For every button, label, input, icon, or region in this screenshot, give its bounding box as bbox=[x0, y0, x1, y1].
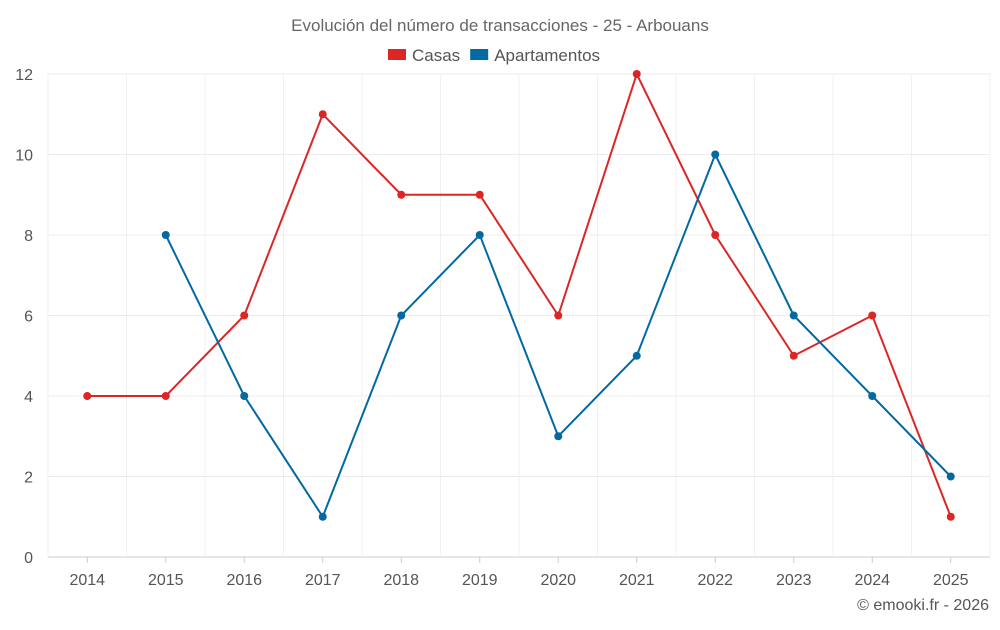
data-point-apartamentos bbox=[240, 392, 249, 400]
grid bbox=[47, 73, 991, 558]
data-point-casas bbox=[632, 70, 641, 78]
data-point-casas bbox=[83, 392, 92, 400]
x-tick-label: 2024 bbox=[854, 572, 890, 589]
data-point-casas bbox=[711, 231, 720, 239]
y-tick-label: 2 bbox=[24, 470, 33, 487]
legend-swatch-apartamentos bbox=[470, 49, 489, 60]
data-point-apartamentos bbox=[475, 231, 484, 239]
y-tick-label: 10 bbox=[15, 148, 33, 165]
y-tick-label: 6 bbox=[24, 309, 33, 326]
x-tick-label: 2023 bbox=[776, 572, 812, 589]
chart-title: Evolución del número de transacciones - … bbox=[291, 16, 709, 35]
x-tick-label: 2019 bbox=[462, 572, 498, 589]
data-point-apartamentos bbox=[711, 150, 720, 159]
data-point-casas bbox=[475, 190, 484, 199]
data-point-casas bbox=[789, 351, 798, 360]
axes: 0 2 4 6 8 10 12 2014 2015 2016 2017 2018 2019 2020 202… bbox=[15, 67, 968, 589]
data-point-casas bbox=[161, 392, 170, 400]
legend: Casas Apartamentos bbox=[388, 46, 600, 65]
series bbox=[83, 70, 955, 521]
x-tick-label: 2025 bbox=[933, 572, 969, 589]
data-point-apartamentos bbox=[318, 512, 327, 521]
y-tick-label: 0 bbox=[24, 550, 33, 567]
x-tick-label: 2017 bbox=[305, 572, 341, 589]
y-tick-label: 12 bbox=[15, 67, 33, 84]
data-point-apartamentos bbox=[554, 432, 563, 441]
credit: © emooki.fr - 2026 bbox=[857, 597, 989, 614]
data-point-apartamentos bbox=[632, 351, 641, 360]
data-point-casas bbox=[318, 110, 327, 119]
x-tick-label: 2020 bbox=[540, 572, 576, 589]
data-point-casas bbox=[868, 311, 877, 320]
data-point-apartamentos bbox=[868, 392, 877, 400]
x-tick-label: 2016 bbox=[226, 572, 262, 589]
series-line-casas bbox=[87, 71, 952, 518]
data-point-apartamentos bbox=[161, 231, 170, 239]
x-tick-label: 2014 bbox=[69, 572, 105, 589]
x-tick-label: 2015 bbox=[148, 572, 184, 589]
data-point-casas bbox=[240, 311, 249, 320]
x-tick-label: 2018 bbox=[383, 572, 419, 589]
y-tick-label: 4 bbox=[24, 389, 33, 406]
y-tick-label: 8 bbox=[24, 228, 33, 245]
x-tick-label: 2021 bbox=[619, 572, 655, 589]
legend-label-apartamentos: Apartamentos bbox=[494, 46, 600, 65]
data-point-casas bbox=[946, 512, 955, 521]
legend-swatch-casas bbox=[388, 49, 406, 60]
data-point-apartamentos bbox=[397, 311, 406, 320]
data-point-casas bbox=[554, 311, 563, 320]
data-point-apartamentos bbox=[946, 472, 955, 481]
data-point-apartamentos bbox=[789, 311, 798, 320]
legend-label-casas: Casas bbox=[412, 46, 460, 65]
data-point-casas bbox=[397, 190, 406, 199]
x-tick-label: 2022 bbox=[697, 572, 733, 589]
